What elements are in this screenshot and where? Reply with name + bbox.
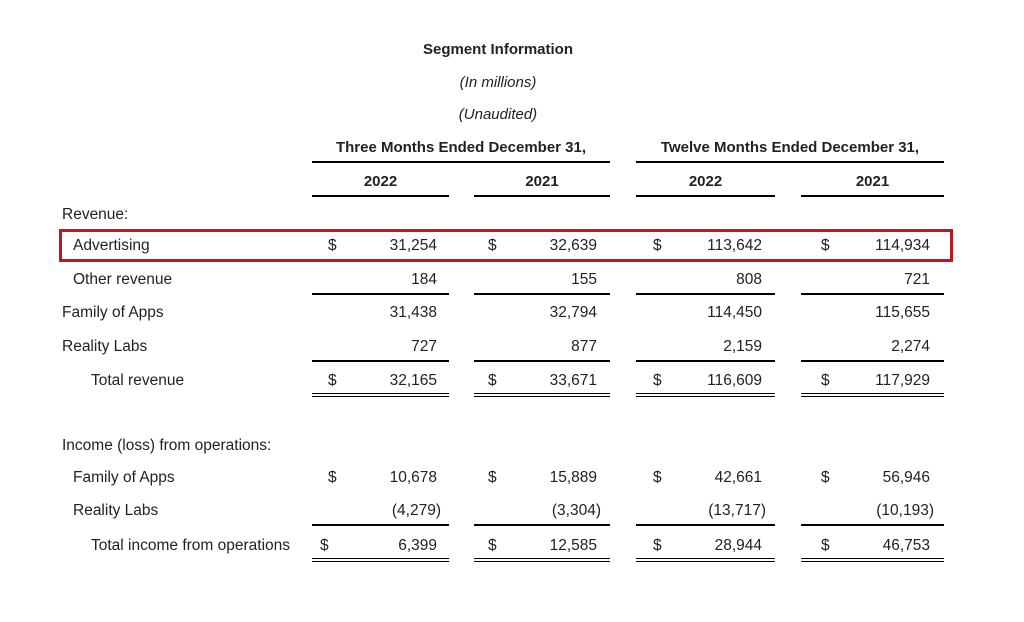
dollar-sign: $ bbox=[488, 469, 497, 486]
subtotal-rule bbox=[312, 293, 449, 295]
value-cell: 155 bbox=[571, 271, 597, 288]
total-double-rule bbox=[474, 558, 610, 562]
value-cell: (10,193) bbox=[876, 502, 934, 519]
units-subtitle: (In millions) bbox=[459, 74, 537, 91]
dollar-sign: $ bbox=[821, 537, 830, 554]
value-cell: 28,944 bbox=[714, 537, 762, 554]
dollar-sign: $ bbox=[328, 237, 337, 254]
dollar-sign: $ bbox=[653, 469, 662, 486]
income-section-heading: Income (loss) from operations: bbox=[62, 437, 272, 454]
row-label-total-revenue: Total revenue bbox=[91, 372, 185, 389]
dollar-sign: $ bbox=[653, 237, 662, 254]
year-header-y-2021: 2021 bbox=[855, 173, 890, 190]
value-cell: 2,159 bbox=[723, 338, 762, 355]
year-header-y-2022: 2022 bbox=[688, 173, 723, 190]
year-underline bbox=[636, 195, 775, 197]
total-double-rule bbox=[636, 393, 775, 397]
row-label-family-of-apps-revenue: Family of Apps bbox=[62, 304, 164, 321]
total-double-rule bbox=[801, 393, 944, 397]
dollar-sign: $ bbox=[653, 372, 662, 389]
year-header-q-2022: 2022 bbox=[363, 173, 398, 190]
value-cell: 31,438 bbox=[389, 304, 437, 321]
year-underline bbox=[312, 195, 449, 197]
subtotal-rule bbox=[636, 524, 775, 526]
row-label-advertising: Advertising bbox=[73, 237, 150, 254]
year-underline bbox=[474, 195, 610, 197]
subtotal-rule bbox=[312, 524, 449, 526]
subtotal-rule bbox=[801, 360, 944, 362]
value-cell: 114,934 bbox=[875, 237, 930, 254]
value-cell: 42,661 bbox=[714, 469, 762, 486]
subtotal-rule bbox=[312, 360, 449, 362]
value-cell: (13,717) bbox=[708, 502, 766, 519]
dollar-sign: $ bbox=[488, 237, 497, 254]
subtotal-rule bbox=[636, 293, 775, 295]
value-cell: 56,946 bbox=[882, 469, 930, 486]
period-header-three-months: Three Months Ended December 31, bbox=[335, 139, 587, 156]
dollar-sign: $ bbox=[821, 372, 830, 389]
subtotal-rule bbox=[801, 524, 944, 526]
value-cell: 10,678 bbox=[389, 469, 437, 486]
row-label-reality-labs-revenue: Reality Labs bbox=[62, 338, 148, 355]
dollar-sign: $ bbox=[488, 537, 497, 554]
revenue-section-heading: Revenue: bbox=[62, 206, 129, 223]
value-cell: 721 bbox=[904, 271, 930, 288]
period-underline-three bbox=[312, 161, 610, 163]
total-double-rule bbox=[801, 558, 944, 562]
value-cell: 33,671 bbox=[549, 372, 597, 389]
dollar-sign: $ bbox=[328, 469, 337, 486]
row-label-total-income: Total income from operations bbox=[91, 537, 291, 554]
row-label-family-of-apps-income: Family of Apps bbox=[73, 469, 175, 486]
total-double-rule bbox=[636, 558, 775, 562]
value-cell: 12,585 bbox=[549, 537, 597, 554]
value-cell: 114,450 bbox=[707, 304, 762, 321]
period-underline-twelve bbox=[636, 161, 944, 163]
table-title: Segment Information bbox=[422, 41, 573, 58]
total-double-rule bbox=[312, 558, 449, 562]
total-double-rule bbox=[312, 393, 449, 397]
subtotal-rule bbox=[474, 360, 610, 362]
row-label-other-revenue: Other revenue bbox=[73, 271, 173, 288]
subtotal-rule bbox=[474, 524, 610, 526]
value-cell: 6,399 bbox=[398, 537, 437, 554]
advertising-highlight-box bbox=[59, 229, 953, 262]
total-double-rule bbox=[474, 393, 610, 397]
value-cell: 46,753 bbox=[882, 537, 930, 554]
dollar-sign: $ bbox=[328, 372, 337, 389]
value-cell: 184 bbox=[411, 271, 437, 288]
value-cell: 32,794 bbox=[549, 304, 597, 321]
year-underline bbox=[801, 195, 944, 197]
value-cell: 2,274 bbox=[891, 338, 930, 355]
period-header-twelve-months: Twelve Months Ended December 31, bbox=[660, 139, 920, 156]
value-cell: 31,254 bbox=[389, 237, 437, 254]
unaudited-subtitle: (Unaudited) bbox=[458, 106, 538, 123]
value-cell: 117,929 bbox=[875, 372, 930, 389]
dollar-sign: $ bbox=[320, 537, 329, 554]
value-cell: (4,279) bbox=[391, 502, 441, 519]
year-header-q-2021: 2021 bbox=[525, 173, 559, 190]
dollar-sign: $ bbox=[821, 469, 830, 486]
dollar-sign: $ bbox=[488, 372, 497, 389]
value-cell: (3,304) bbox=[551, 502, 601, 519]
dollar-sign: $ bbox=[821, 237, 830, 254]
value-cell: 113,642 bbox=[707, 237, 762, 254]
value-cell: 32,639 bbox=[549, 237, 597, 254]
subtotal-rule bbox=[636, 360, 775, 362]
value-cell: 115,655 bbox=[875, 304, 930, 321]
value-cell: 808 bbox=[736, 271, 762, 288]
row-label-reality-labs-income: Reality Labs bbox=[73, 502, 159, 519]
subtotal-rule bbox=[801, 293, 944, 295]
value-cell: 877 bbox=[571, 338, 597, 355]
value-cell: 32,165 bbox=[389, 372, 437, 389]
value-cell: 15,889 bbox=[549, 469, 597, 486]
subtotal-rule bbox=[474, 293, 610, 295]
value-cell: 116,609 bbox=[707, 372, 762, 389]
value-cell: 727 bbox=[411, 338, 437, 355]
dollar-sign: $ bbox=[653, 537, 662, 554]
